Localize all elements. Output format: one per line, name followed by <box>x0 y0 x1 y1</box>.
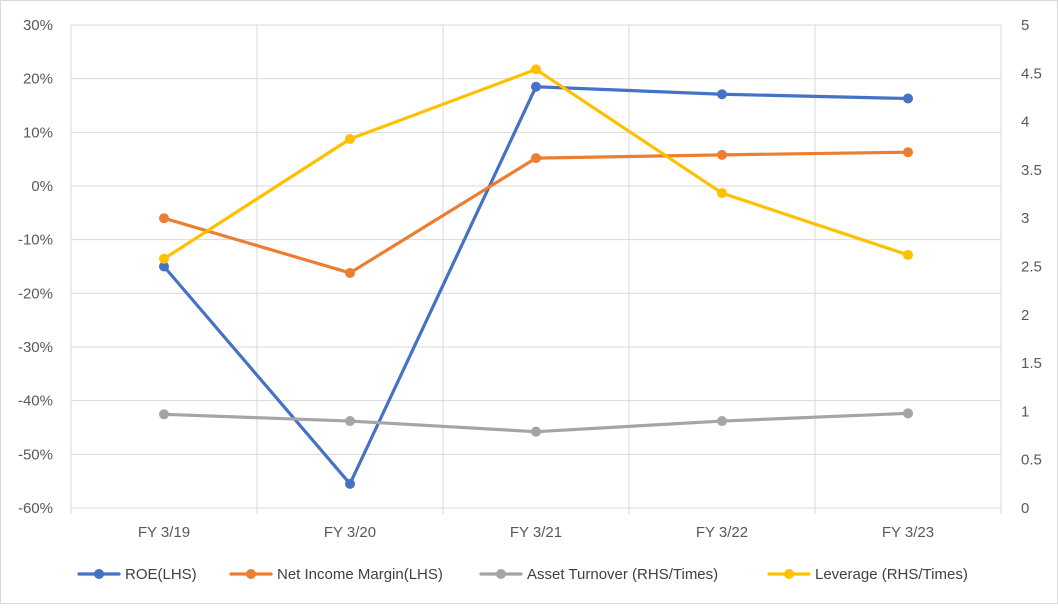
right-tick-label: 4.5 <box>1021 65 1042 82</box>
data-point <box>903 408 913 419</box>
data-point <box>717 89 727 100</box>
data-point <box>717 149 727 160</box>
right-tick-label: 5 <box>1021 17 1029 34</box>
left-axis-ticks: 30% 20% 10% 0% -10% -20% -30% -40% -50% -60% <box>18 17 53 517</box>
data-point <box>903 93 913 104</box>
series-line <box>162 85 910 486</box>
legend: ROE(LHS) Net Income Margin(LHS) Asset Turn… <box>77 566 968 583</box>
legend-marker <box>784 569 794 579</box>
data-point <box>531 153 541 164</box>
category-label: FY 3/23 <box>882 524 934 541</box>
data-point <box>159 409 169 420</box>
data-point <box>903 147 913 158</box>
right-axis-ticks: 5 4.5 4 3.5 3 2.5 2 1.5 1 0.5 0 <box>1021 17 1042 517</box>
left-tick-label: 0% <box>31 178 53 195</box>
right-tick-label: 4 <box>1021 114 1029 131</box>
left-tick-label: 20% <box>23 71 53 88</box>
data-point <box>531 64 541 75</box>
left-tick-label: -10% <box>18 232 53 249</box>
category-label: FY 3/19 <box>138 524 190 541</box>
left-tick-label: -30% <box>18 339 53 356</box>
legend-marker <box>246 569 256 579</box>
series-lines <box>159 64 913 489</box>
legend-label: Leverage (RHS/Times) <box>815 566 968 583</box>
series-line <box>162 67 910 261</box>
legend-label: ROE(LHS) <box>125 566 197 583</box>
series-line <box>162 150 910 275</box>
data-point <box>717 188 727 199</box>
data-point <box>345 133 355 144</box>
right-tick-label: 3.5 <box>1021 162 1042 179</box>
left-tick-label: 30% <box>23 17 53 34</box>
right-tick-label: 3 <box>1021 210 1029 227</box>
left-tick-label: 10% <box>23 124 53 141</box>
left-tick-label: -50% <box>18 446 53 463</box>
legend-marker <box>496 569 506 579</box>
legend-label: Net Income Margin(LHS) <box>277 566 443 583</box>
left-tick-label: -40% <box>18 393 53 410</box>
left-tick-label: -20% <box>18 285 53 302</box>
data-point <box>903 249 913 260</box>
data-point <box>531 426 541 437</box>
right-tick-label: 1.5 <box>1021 355 1042 372</box>
left-tick-label: -60% <box>18 500 53 517</box>
category-label: FY 3/22 <box>696 524 748 541</box>
data-point <box>345 478 355 489</box>
right-tick-label: 1 <box>1021 403 1029 420</box>
right-tick-label: 2.5 <box>1021 259 1042 276</box>
data-point <box>531 81 541 92</box>
category-label: FY 3/21 <box>510 524 562 541</box>
category-label: FY 3/20 <box>324 524 376 541</box>
legend-marker <box>94 569 104 579</box>
right-tick-label: 0.5 <box>1021 452 1042 469</box>
data-point <box>345 267 355 278</box>
data-point <box>159 253 169 264</box>
legend-label: Asset Turnover (RHS/Times) <box>527 566 718 583</box>
right-tick-label: 2 <box>1021 307 1029 324</box>
data-point <box>717 416 727 427</box>
gridlines <box>70 24 1002 514</box>
data-point <box>159 213 169 224</box>
right-tick-label: 0 <box>1021 500 1029 517</box>
data-point <box>345 416 355 427</box>
data-point <box>159 261 169 272</box>
x-axis-categories: FY 3/19 FY 3/20 FY 3/21 FY 3/22 FY 3/23 <box>138 524 934 541</box>
